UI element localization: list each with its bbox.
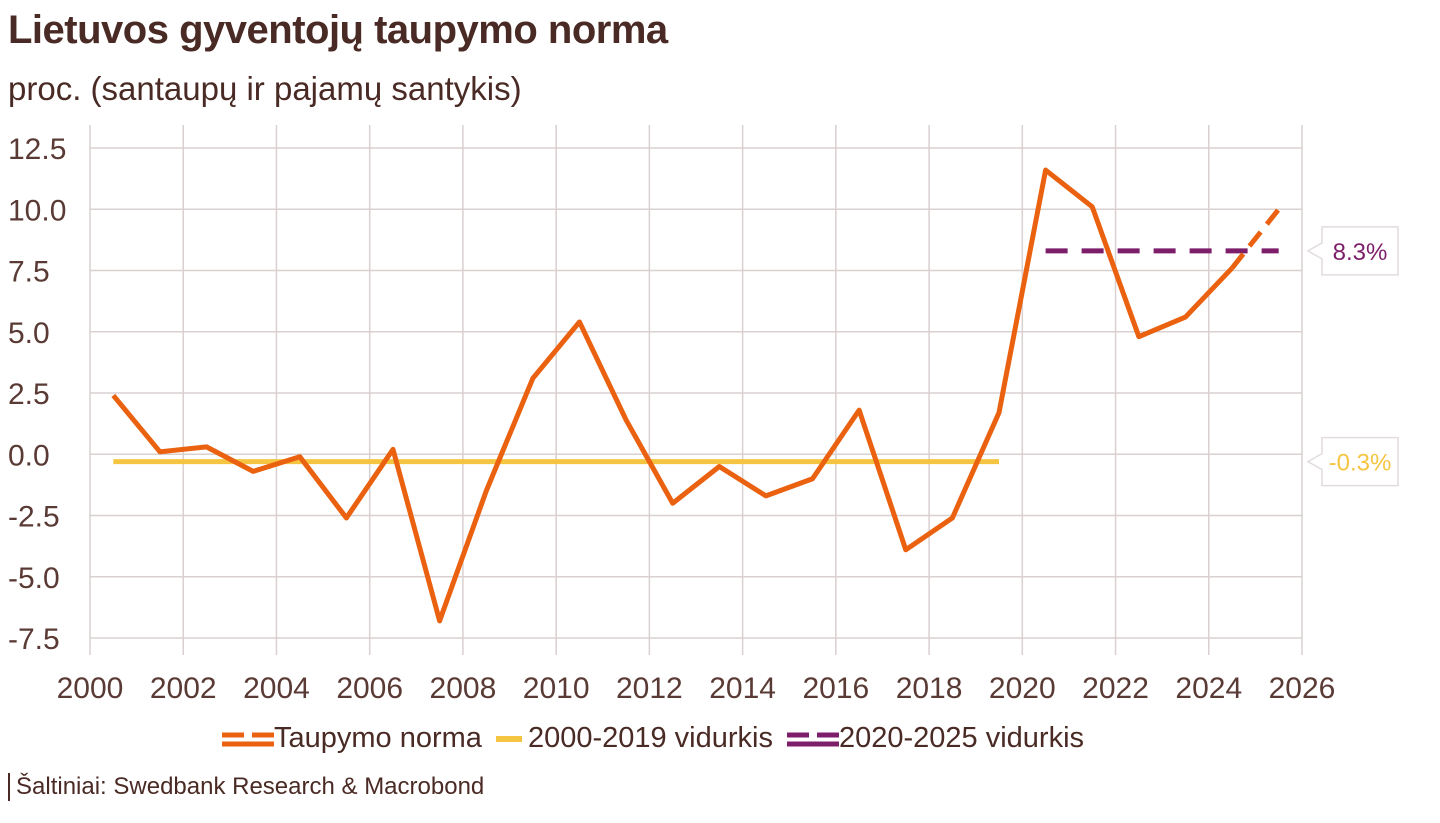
x-tick-label: 2016: [802, 672, 869, 705]
legend-item-avg-2020-2025: 2020-2025 vidurkis: [786, 722, 1085, 755]
annotation-label: -0.3%: [1329, 450, 1392, 477]
x-tick-label: 2022: [1082, 672, 1149, 705]
y-tick-label: -5.0: [8, 562, 60, 595]
dashed-line-swatch-icon: [222, 732, 274, 746]
x-tick-label: 2004: [243, 672, 310, 705]
y-tick-label: 0.0: [8, 439, 50, 472]
y-tick-label: 5.0: [8, 317, 50, 350]
x-tick-label: 2002: [150, 672, 217, 705]
y-tick-label: -7.5: [8, 623, 60, 656]
y-tick-label: 2.5: [8, 378, 50, 411]
x-tick-label: 2026: [1269, 672, 1336, 705]
x-tick-label: 2012: [616, 672, 683, 705]
x-tick-label: 2000: [57, 672, 124, 705]
legend-item-saving: Taupymo norma: [222, 722, 482, 755]
dashed-line-swatch-icon: [786, 732, 839, 746]
annotation-callout: [1306, 436, 1399, 487]
y-tick-label: -2.5: [8, 501, 60, 534]
x-tick-label: 2020: [989, 672, 1056, 705]
y-tick-label: 10.0: [8, 194, 66, 227]
saving-rate-line: [111, 167, 1234, 624]
x-tick-label: 2006: [336, 672, 403, 705]
legend-label-saving: Taupymo norma: [274, 722, 482, 754]
legend: Taupymo norma 2000-2019 vidurkis 2020-20…: [222, 722, 1098, 755]
chart-subtitle: proc. (santaupų ir pajamų santykis): [8, 70, 522, 107]
x-tick-label: 2010: [523, 672, 590, 705]
legend-label-avg-2020-2025: 2020-2025 vidurkis: [838, 722, 1085, 754]
annotation-label: 8.3%: [1333, 239, 1388, 266]
legend-item-avg-2000-2019: 2000-2019 vidurkis: [495, 722, 773, 755]
x-tick-label: 2014: [709, 672, 776, 705]
annotation-callout: [1306, 226, 1399, 276]
x-tick-label: 2018: [896, 672, 963, 705]
x-tick-label: 2008: [430, 672, 497, 705]
chart-title: Lietuvos gyventojų taupymo norma: [8, 8, 668, 52]
y-tick-label: 7.5: [8, 256, 50, 289]
source-note: Šaltiniai: Swedbank Research & Macrobond: [8, 773, 484, 801]
y-tick-label: 12.5: [8, 133, 66, 166]
solid-line-swatch-icon: [495, 735, 522, 742]
saving-rate-forecast-line: [1230, 207, 1281, 270]
legend-label-avg-2000-2019: 2000-2019 vidurkis: [527, 722, 773, 754]
x-tick-label: 2024: [1175, 672, 1242, 705]
